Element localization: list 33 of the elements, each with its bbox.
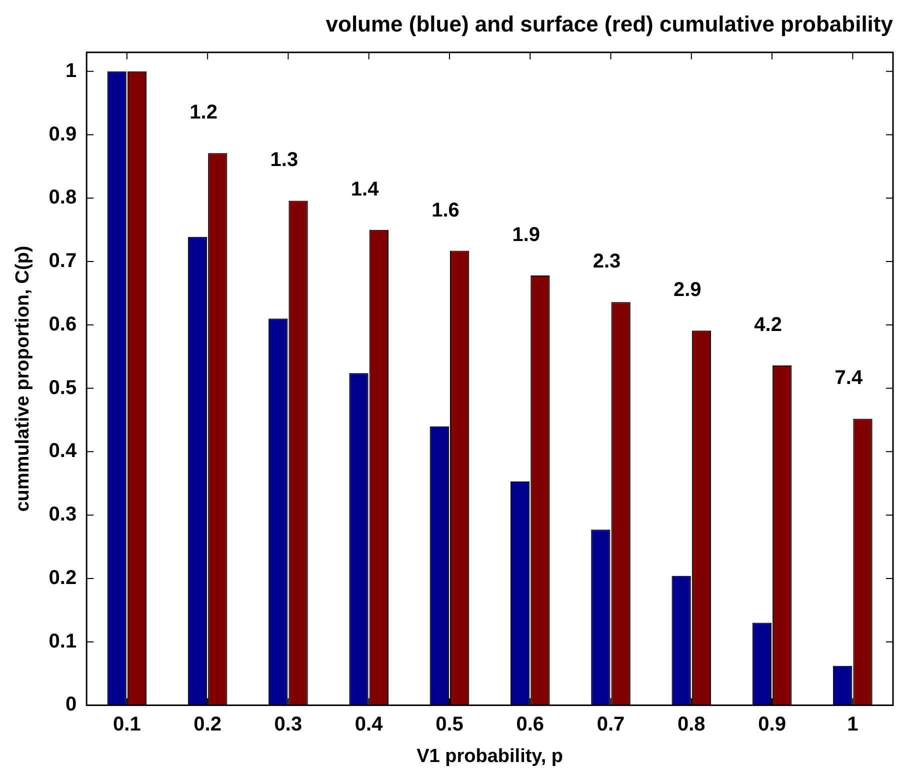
x-tick-label: 0.9 bbox=[758, 714, 786, 736]
annotation: 1.4 bbox=[350, 178, 380, 200]
x-tick-label: 0.7 bbox=[596, 714, 625, 736]
chart-title: volume (blue) and surface (red) cumulative probability bbox=[326, 11, 894, 36]
x-tick-label: 0.5 bbox=[436, 714, 464, 736]
y-tick-label: 0 bbox=[65, 694, 77, 716]
y-tick-label: 0.7 bbox=[48, 250, 77, 272]
y-tick-label: 0.1 bbox=[48, 630, 77, 652]
annotation: 7.4 bbox=[834, 367, 864, 390]
y-tick-label: 0.6 bbox=[48, 313, 77, 336]
y-tick-label: 0.2 bbox=[48, 566, 77, 589]
y-tick-label: 0.9 bbox=[48, 123, 77, 146]
y-tick-label: 0.3 bbox=[48, 504, 77, 526]
x-tick-label: 0.8 bbox=[677, 714, 706, 736]
y-axis-title: cummulative proportion, C(p) bbox=[12, 246, 34, 512]
x-tick-label: 0.1 bbox=[113, 714, 141, 736]
x-tick-label: 0.6 bbox=[516, 714, 544, 736]
y-tick-label: 0.8 bbox=[48, 186, 77, 209]
x-axis-title: V1 probability, p bbox=[416, 746, 563, 767]
annotation: 2.9 bbox=[673, 279, 702, 302]
annotation: 1.3 bbox=[270, 149, 298, 172]
x-tick-label: 0.2 bbox=[194, 714, 222, 736]
y-tick-label: 0.5 bbox=[48, 376, 77, 399]
y-tick-label: 1 bbox=[65, 60, 77, 82]
x-tick-label: 1 bbox=[847, 714, 858, 736]
annotation: 1.6 bbox=[432, 199, 460, 222]
annotation: 1.2 bbox=[190, 102, 218, 124]
x-tick-label: 0.4 bbox=[354, 714, 384, 736]
annotation: 4.2 bbox=[754, 314, 782, 336]
annotation: 1.9 bbox=[512, 224, 540, 246]
y-tick-label: 0.4 bbox=[48, 440, 78, 462]
x-tick-label: 0.3 bbox=[274, 714, 302, 736]
annotation: 2.3 bbox=[592, 250, 621, 273]
